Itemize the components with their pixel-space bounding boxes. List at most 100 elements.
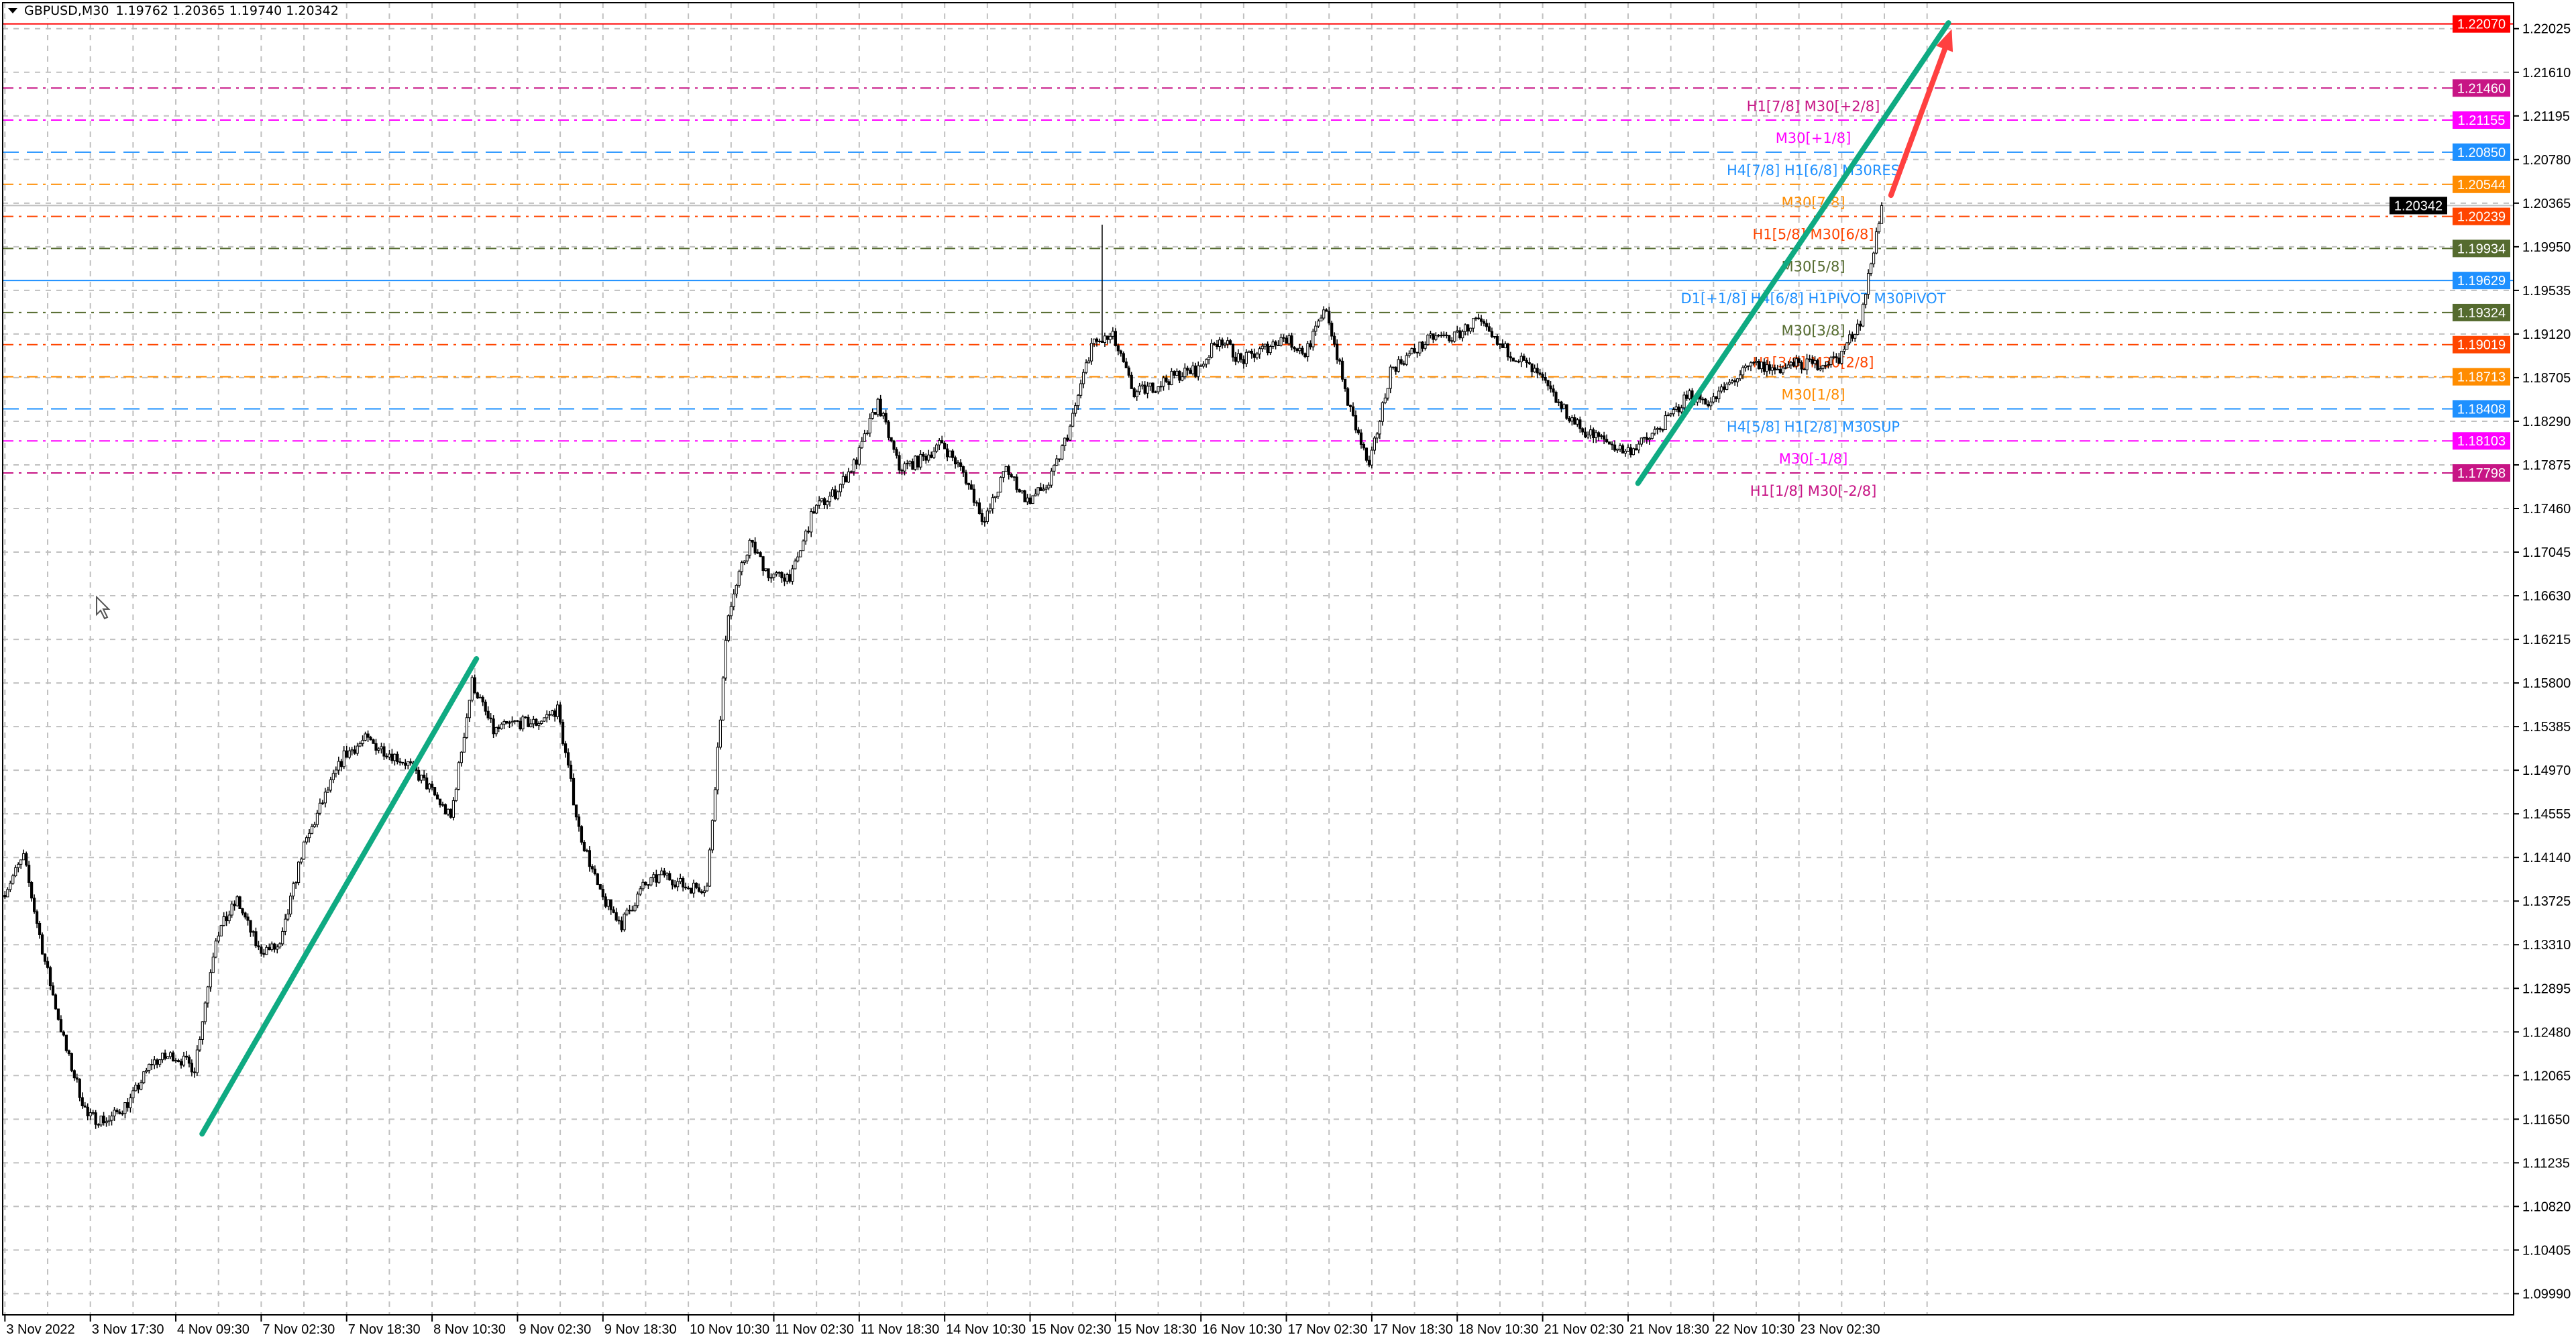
candle	[184, 1051, 189, 1060]
price-tick-label: 1.19950	[2522, 240, 2571, 255]
candle-body	[625, 910, 629, 915]
candle-body	[868, 418, 871, 433]
candle-body	[1116, 345, 1120, 352]
candle	[19, 859, 23, 869]
candle-body	[222, 916, 225, 926]
candle	[1100, 224, 1104, 343]
candle-body	[617, 920, 621, 922]
candle	[478, 694, 482, 699]
candle-body	[478, 696, 482, 699]
candle-body	[1560, 401, 1563, 409]
candle-body	[449, 808, 453, 818]
candle	[946, 443, 949, 462]
candle-body	[537, 723, 541, 726]
candle-body	[1707, 404, 1710, 407]
candle-body	[1415, 352, 1419, 354]
candle	[1295, 347, 1299, 353]
candle	[286, 909, 290, 922]
candle-body	[692, 882, 696, 894]
candle-body	[265, 947, 268, 955]
candle-body	[1821, 365, 1825, 369]
trendlines[interactable]	[199, 20, 1953, 1137]
candle	[1244, 349, 1248, 367]
candle	[692, 879, 696, 898]
candle-body	[38, 922, 42, 935]
candle	[292, 881, 295, 900]
candle	[1215, 339, 1219, 350]
candle	[460, 751, 463, 767]
candle-body	[1618, 445, 1622, 449]
candle-body	[1266, 343, 1269, 354]
candle	[588, 846, 591, 872]
candle	[828, 491, 832, 507]
candle-body	[1827, 364, 1830, 366]
arrow-line[interactable]	[1888, 38, 1951, 199]
level-label: H4[5/8] H1[2/8] M30SUP	[1727, 419, 1900, 435]
candle	[289, 892, 292, 918]
candle-body	[588, 850, 591, 867]
candle	[505, 720, 508, 725]
candle	[1517, 359, 1520, 364]
candle-body	[1397, 359, 1400, 372]
candle	[924, 453, 928, 464]
candle	[1066, 434, 1069, 442]
candle	[791, 564, 794, 585]
candle	[409, 758, 413, 766]
arrow-head-icon[interactable]	[1936, 29, 1953, 52]
candle-body	[1479, 318, 1483, 322]
time-tick-label: 14 Nov 10:30	[946, 1322, 1026, 1337]
candle-body	[932, 451, 936, 458]
candle-body	[129, 1097, 132, 1108]
candle-body	[1757, 361, 1761, 370]
candle	[1367, 456, 1371, 468]
candle-body	[1552, 388, 1555, 393]
candle	[1472, 318, 1475, 333]
candle	[1010, 473, 1013, 478]
candle	[1717, 386, 1721, 403]
candle	[1584, 427, 1587, 439]
candle-body	[1058, 458, 1061, 460]
candle-body	[9, 883, 12, 890]
candle	[59, 1015, 63, 1032]
candle	[1378, 420, 1381, 439]
candle	[639, 886, 642, 896]
candle	[1004, 466, 1008, 472]
candle	[156, 1058, 159, 1069]
candle	[1397, 356, 1400, 373]
candle-body	[1621, 445, 1625, 453]
candle	[1864, 293, 1868, 309]
time-axis[interactable]: 3 Nov 2022 3 Nov 17:30 4 Nov 09:30 7 Nov 02…	[4, 1315, 1880, 1337]
candle-body	[1063, 437, 1067, 447]
triangle-down-icon[interactable]	[8, 8, 17, 13]
candle	[72, 1069, 76, 1081]
candle	[566, 748, 570, 768]
candle	[1469, 327, 1472, 334]
candle-body	[94, 1112, 97, 1125]
candle	[1087, 357, 1091, 364]
candle	[598, 883, 602, 890]
candle	[1851, 331, 1854, 342]
candle	[721, 676, 724, 721]
candle	[1637, 441, 1640, 453]
time-tick-label: 4 Nov 09:30	[177, 1322, 250, 1337]
candle	[1260, 343, 1264, 352]
candle-body	[727, 615, 730, 641]
candle-body	[1391, 366, 1395, 368]
candle	[1418, 341, 1421, 357]
price-axis[interactable]: 1.22025 1.21610 1.21195 1.20780 1.20365 1.199…	[2514, 22, 2571, 1302]
candle-body	[1870, 263, 1873, 274]
candle	[342, 746, 345, 769]
trendline[interactable]	[199, 656, 480, 1137]
candle-body	[1407, 353, 1411, 356]
candle	[988, 503, 991, 514]
candle	[1338, 358, 1342, 365]
candle-body	[810, 511, 813, 533]
trendline[interactable]	[1635, 20, 1951, 486]
candle-body	[1877, 223, 1881, 233]
candle	[852, 458, 855, 476]
candle-body	[1301, 347, 1304, 354]
candle	[1424, 341, 1427, 351]
candle-body	[1031, 495, 1034, 504]
candle-body	[374, 743, 378, 751]
